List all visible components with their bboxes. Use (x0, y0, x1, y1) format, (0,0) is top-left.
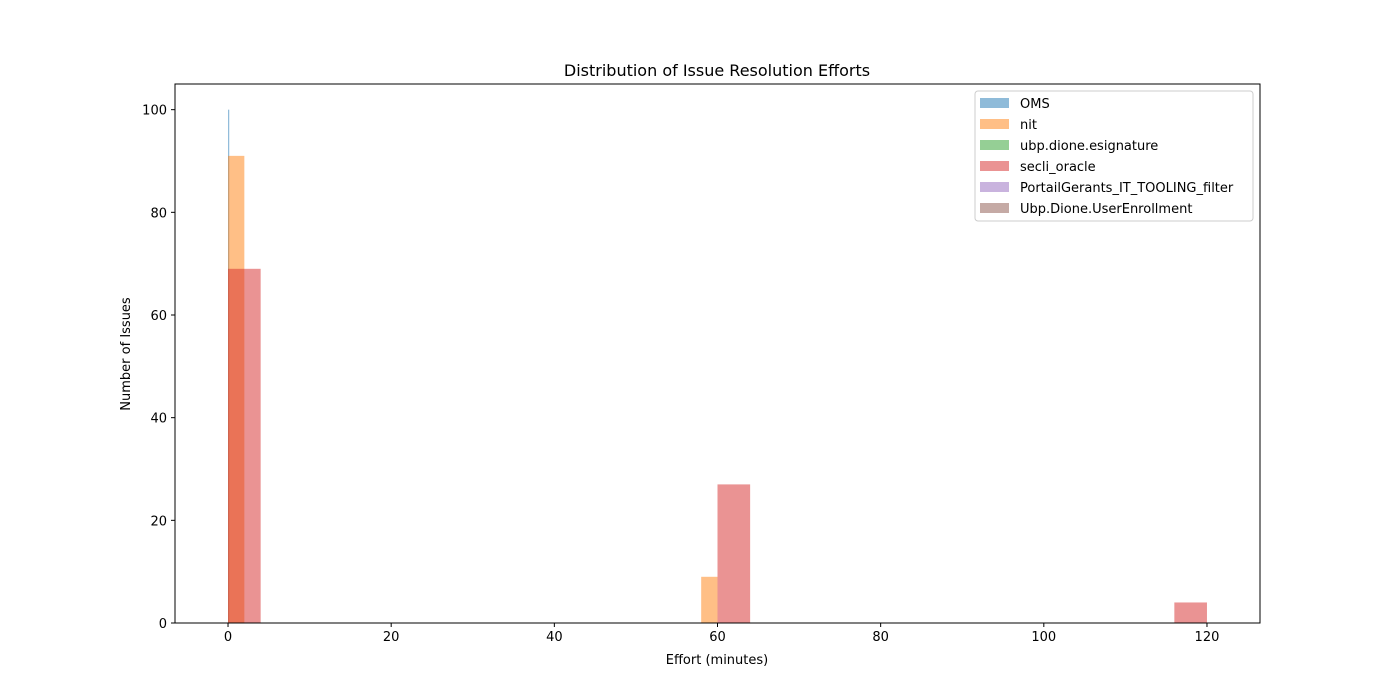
y-tick-label: 60 (150, 309, 167, 324)
legend-label-4: PortailGerants_IT_TOOLING_filter (1020, 181, 1234, 196)
y-tick-label: 0 (159, 617, 167, 632)
x-tick-label: 80 (872, 630, 889, 645)
legend-label-3: secli_oracle (1020, 160, 1096, 175)
bar-3-1 (717, 484, 751, 623)
x-tick-label: 20 (383, 630, 400, 645)
bar-1-1 (701, 576, 718, 623)
x-tick-label: 0 (224, 630, 232, 645)
legend-label-5: Ubp.Dione.UserEnrollment (1020, 202, 1192, 217)
x-tick-label: 60 (709, 630, 726, 645)
legend-swatch-0 (980, 98, 1009, 108)
y-axis-label: Number of Issues (119, 297, 134, 411)
bar-3-2 (1174, 602, 1207, 623)
legend-swatch-4 (980, 182, 1009, 192)
legend-box (974, 90, 1254, 222)
chart-title: Distribution of Issue Resolution Efforts (564, 61, 870, 80)
y-axis: 0 20 40 60 80 100 (142, 104, 175, 632)
bar-3-0 (228, 268, 261, 623)
x-tick-label: 120 (1195, 630, 1220, 645)
legend-swatch-2 (980, 140, 1009, 150)
legend-label-1: nit (1020, 118, 1037, 133)
x-tick-label: 40 (546, 630, 563, 645)
y-tick-label: 20 (150, 514, 167, 529)
legend: OMS nit ubp.dione.esignature secli_oracle Po… (974, 90, 1254, 222)
x-tick-label: 100 (1031, 630, 1056, 645)
legend-swatch-3 (980, 161, 1009, 171)
legend-label-2: ubp.dione.esignature (1020, 139, 1158, 154)
y-tick-label: 80 (150, 206, 167, 221)
x-axis-label: Effort (minutes) (666, 653, 768, 668)
bars-layer (228, 109, 1207, 623)
y-tick-label: 40 (150, 412, 167, 427)
legend-swatch-1 (980, 119, 1009, 129)
legend-label-0: OMS (1020, 97, 1050, 112)
legend-swatch-5 (980, 203, 1009, 213)
x-axis: 0 20 40 60 80 100 120 (224, 623, 1220, 645)
y-tick-label: 100 (142, 104, 167, 119)
